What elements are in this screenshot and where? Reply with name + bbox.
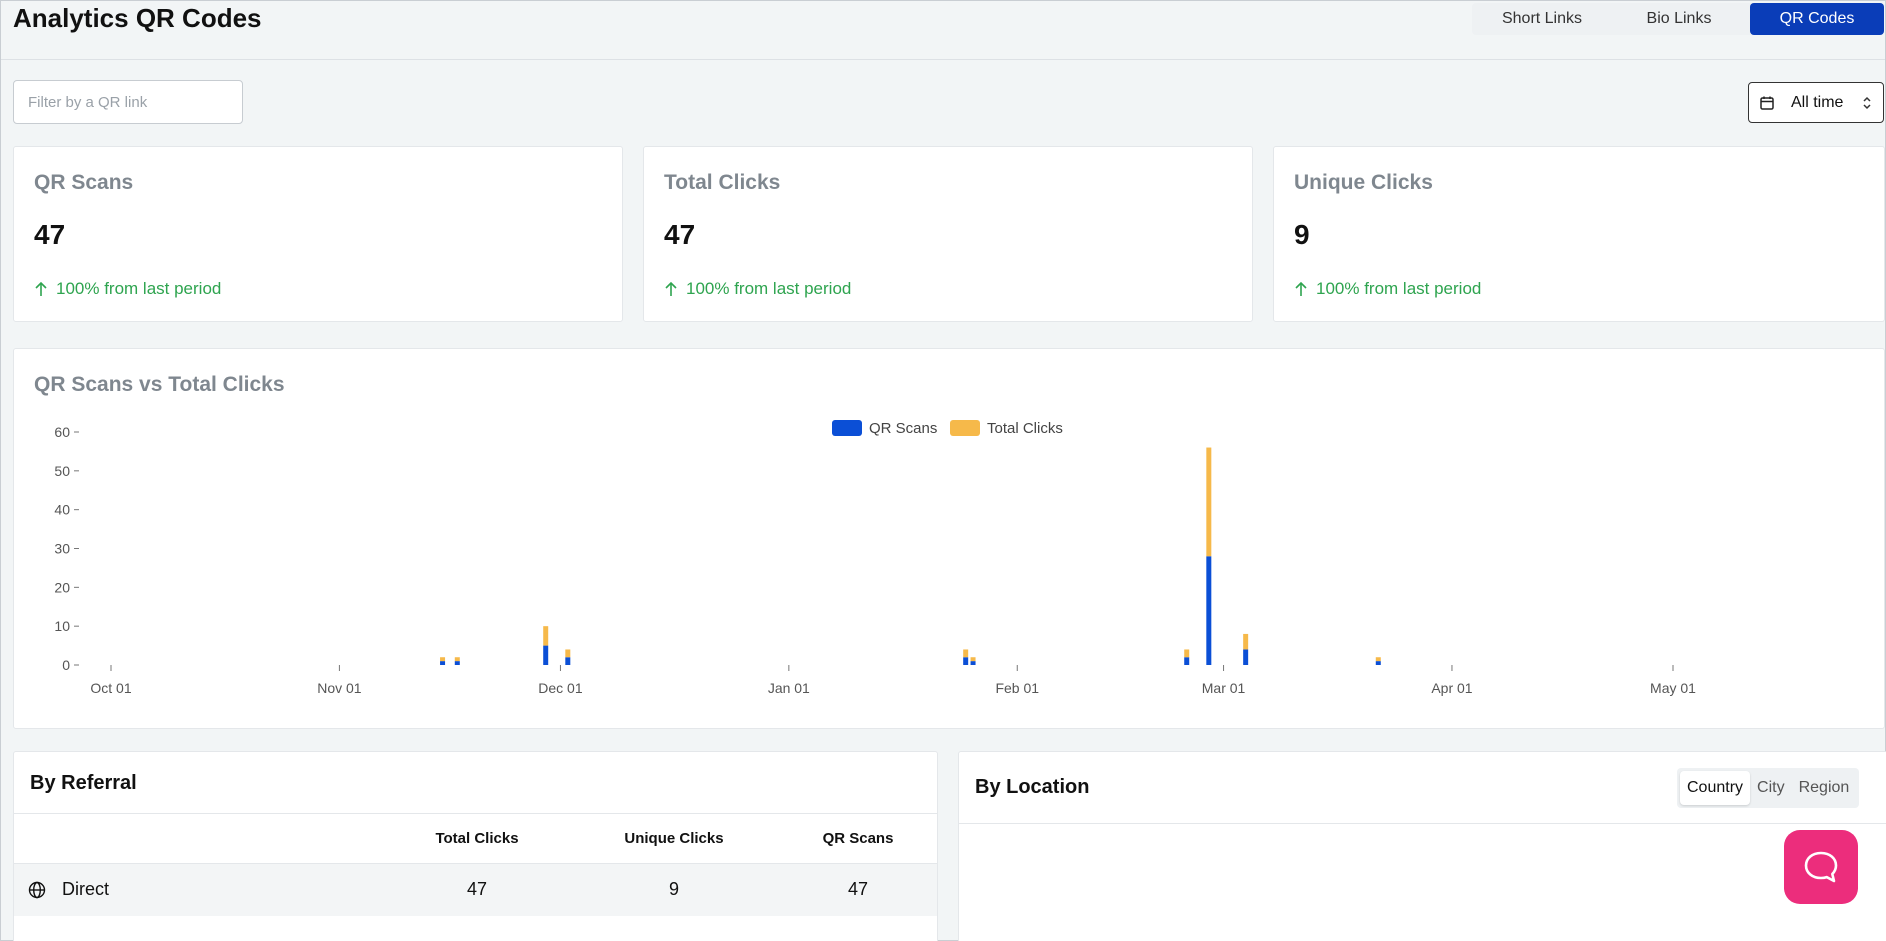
tab-region[interactable]: Region bbox=[1798, 779, 1850, 796]
column-header-qr-scans: QR Scans bbox=[822, 830, 894, 847]
tab-bio-links[interactable]: Bio Links bbox=[1646, 10, 1712, 27]
table-row[interactable]: Direct 47 9 47 bbox=[14, 864, 937, 916]
x-tick-label: Jan 01 bbox=[768, 680, 810, 696]
x-tick-label: May 01 bbox=[1650, 680, 1696, 696]
calendar-icon bbox=[1760, 96, 1774, 110]
arrow-up-icon bbox=[35, 281, 47, 296]
bar-total-clicks bbox=[1206, 447, 1212, 557]
location-card: By Location Country City Region bbox=[958, 751, 1886, 941]
x-tick-label: Oct 01 bbox=[90, 680, 131, 696]
bar-total-clicks bbox=[1243, 633, 1249, 650]
referral-divider bbox=[14, 813, 937, 814]
y-tick-label: 30 bbox=[54, 541, 70, 557]
column-header-total-clicks: Total Clicks bbox=[435, 830, 519, 847]
bar-total-clicks bbox=[565, 649, 571, 658]
location-title: By Location bbox=[975, 776, 1090, 798]
chart-card: QR Scans vs Total Clicks 0 10 20 30 40 50 60 Oc… bbox=[13, 348, 1885, 729]
date-range-select[interactable]: All time bbox=[1748, 82, 1884, 123]
tab-qr-codes[interactable]: QR Codes bbox=[1750, 3, 1884, 35]
stat-value: 47 bbox=[34, 219, 66, 250]
tab-short-links[interactable]: Short Links bbox=[1501, 10, 1583, 27]
stat-title: Unique Clicks bbox=[1294, 171, 1433, 194]
legend-label: QR Scans bbox=[869, 420, 937, 437]
qr-scans-cell: 47 bbox=[847, 879, 869, 899]
bar-total-clicks bbox=[543, 626, 549, 646]
x-tick-label: Feb 01 bbox=[995, 680, 1039, 696]
header-divider bbox=[1, 59, 1885, 60]
bar-total-clicks bbox=[970, 657, 976, 662]
stat-value: 9 bbox=[1294, 219, 1310, 250]
tab-country[interactable]: Country bbox=[1680, 771, 1751, 805]
stat-trend: 100% from last period bbox=[664, 279, 851, 299]
y-tick-label: 10 bbox=[54, 618, 70, 634]
x-tick-label: Mar 01 bbox=[1202, 680, 1246, 696]
stat-title: QR Scans bbox=[34, 171, 134, 194]
location-divider bbox=[959, 823, 1886, 824]
unique-clicks-cell: 9 bbox=[668, 879, 679, 899]
referral-card: By Referral Total Clicks Unique Clicks Q… bbox=[13, 751, 938, 941]
referral-source-name: Direct bbox=[62, 879, 110, 899]
qr-filter-input[interactable] bbox=[13, 80, 243, 124]
stat-trend-label: 100% from last period bbox=[56, 279, 222, 298]
arrow-up-icon bbox=[1295, 281, 1307, 296]
bar-qr-scans bbox=[970, 661, 976, 665]
y-tick-label: 50 bbox=[54, 463, 70, 479]
legend-swatch bbox=[950, 420, 980, 436]
bar-total-clicks bbox=[454, 657, 460, 662]
globe-icon bbox=[28, 881, 46, 899]
stat-card-qr-scans: QR Scans 47 100% from last period bbox=[13, 146, 623, 322]
bar-qr-scans bbox=[543, 645, 549, 665]
stat-trend: 100% from last period bbox=[1294, 279, 1481, 299]
bar-qr-scans bbox=[565, 657, 571, 665]
y-tick-label: 40 bbox=[54, 502, 70, 518]
location-tabs: Country City Region bbox=[1677, 768, 1860, 808]
bar-qr-scans bbox=[1206, 556, 1212, 665]
column-header-unique-clicks: Unique Clicks bbox=[624, 830, 724, 847]
y-tick-label: 0 bbox=[62, 657, 70, 673]
page-title: Analytics QR Codes bbox=[13, 3, 262, 33]
legend-label: Total Clicks bbox=[987, 420, 1063, 437]
scans-vs-clicks-chart: 0 10 20 30 40 50 60 Oct 01 Nov 01 Dec 01 Jan 01 Feb… bbox=[54, 420, 1696, 696]
stat-trend: 100% from last period bbox=[34, 279, 221, 299]
chat-bubble-icon bbox=[1804, 851, 1838, 883]
stat-trend-label: 100% from last period bbox=[686, 279, 852, 298]
stat-title: Total Clicks bbox=[664, 171, 781, 194]
bar-qr-scans bbox=[454, 661, 460, 665]
legend-swatch bbox=[832, 420, 862, 436]
date-range-label: All time bbox=[1791, 93, 1844, 111]
stat-value: 47 bbox=[664, 219, 696, 250]
chevron-up-down-icon bbox=[1863, 96, 1871, 109]
chart-title: QR Scans vs Total Clicks bbox=[34, 373, 285, 396]
help-chat-button[interactable] bbox=[1784, 830, 1858, 904]
bar-qr-scans bbox=[1184, 657, 1190, 665]
total-clicks-cell: 47 bbox=[466, 879, 488, 899]
analytics-type-tabs: Short Links Bio Links QR Codes bbox=[1472, 3, 1884, 35]
x-tick-label: Dec 01 bbox=[538, 680, 583, 696]
bar-qr-scans bbox=[963, 657, 969, 665]
x-tick-label: Nov 01 bbox=[317, 680, 362, 696]
bar-qr-scans bbox=[1243, 649, 1249, 665]
x-tick-label: Apr 01 bbox=[1431, 680, 1472, 696]
bar-total-clicks bbox=[1375, 657, 1381, 662]
stat-card-unique-clicks: Unique Clicks 9 100% from last period bbox=[1273, 146, 1885, 322]
bar-qr-scans bbox=[440, 661, 446, 665]
referral-title: By Referral bbox=[30, 772, 137, 794]
y-tick-label: 60 bbox=[54, 424, 70, 440]
referral-header-divider bbox=[14, 863, 937, 864]
bar-total-clicks bbox=[963, 649, 969, 658]
y-tick-label: 20 bbox=[54, 579, 70, 595]
arrow-up-icon bbox=[665, 281, 677, 296]
stat-trend-label: 100% from last period bbox=[1316, 279, 1482, 298]
bar-total-clicks bbox=[440, 657, 446, 662]
bar-total-clicks bbox=[1184, 649, 1190, 658]
stat-card-total-clicks: Total Clicks 47 100% from last period bbox=[643, 146, 1253, 322]
bar-qr-scans bbox=[1375, 661, 1381, 665]
tab-city[interactable]: City bbox=[1757, 779, 1785, 796]
